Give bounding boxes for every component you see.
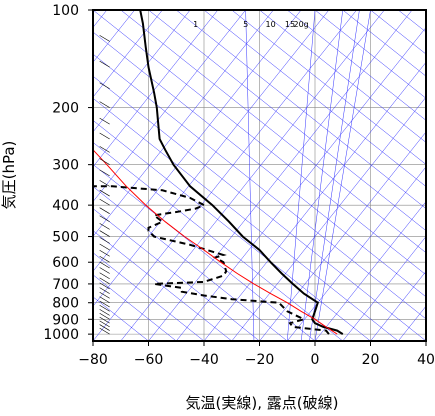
adiabat-line [149, 10, 435, 341]
x-tick-label: −60 [134, 352, 164, 368]
isotherm-line [260, 10, 435, 341]
adiabat-line [121, 10, 435, 341]
y-tick-label: 200 [52, 101, 79, 117]
adiabat-line [287, 10, 435, 341]
wind-barb [100, 325, 110, 331]
adiabat-line [0, 10, 260, 341]
adiabat-line [176, 10, 435, 341]
y-axis-label: 気圧(hPa) [0, 141, 18, 210]
mixing-ratio-label: 10 [266, 20, 276, 29]
wind-barb [100, 244, 110, 250]
isotherm-line [176, 10, 435, 341]
isotherm-line [426, 10, 435, 341]
isotherm-line [232, 10, 435, 341]
x-tick-label: −80 [78, 352, 108, 368]
adiabat-line [426, 10, 435, 341]
adiabat-line [0, 10, 176, 341]
wind-barbs [100, 4, 110, 334]
isotherm-line [398, 10, 435, 341]
y-tick-label: 300 [52, 158, 79, 174]
x-tick-label: 40 [417, 352, 435, 368]
x-tick-label: 0 [311, 352, 320, 368]
adiabat-line [38, 10, 435, 341]
adiabat-line [232, 10, 435, 341]
wind-barb [100, 216, 110, 222]
wind-barb [100, 199, 110, 205]
adiabat-line [0, 10, 315, 341]
y-tick-label: 100 [52, 3, 79, 19]
wind-barb [100, 231, 110, 237]
wind-barb [100, 83, 110, 89]
x-ticks: −80 −60 −40 −20 0 20 40 [78, 341, 435, 368]
wind-barb [100, 273, 110, 279]
isotherm-line [287, 10, 435, 341]
adiabat-line [260, 10, 435, 341]
wind-barb [100, 61, 110, 67]
wind-barb [100, 118, 110, 124]
y-tick-label: 700 [52, 277, 79, 293]
y-tick-label: 1000 [43, 327, 79, 343]
mixing-ratio-label: 5 [243, 20, 248, 29]
wind-barb [100, 159, 110, 165]
wind-barb [100, 288, 110, 294]
y-tick-label: 400 [52, 198, 79, 214]
adiabat-line [0, 10, 287, 341]
y-tick-label: 600 [52, 255, 79, 271]
grid-layer [93, 10, 426, 341]
adiabat-line [315, 10, 435, 341]
mixing-ratio-label: 20g [293, 20, 308, 29]
wind-barb [100, 267, 110, 273]
x-tick-label: 20 [362, 352, 380, 368]
x-tick-label: −20 [245, 352, 275, 368]
series-reference-line [93, 150, 337, 334]
adiabat-line [398, 10, 435, 341]
wind-barb [100, 237, 110, 243]
wind-barb [100, 170, 110, 176]
adiabat-line [0, 10, 204, 341]
adiabat-line [65, 10, 435, 341]
series-dewpoint-line [93, 186, 329, 334]
y-tick-label: 900 [52, 312, 79, 328]
wind-barb [100, 133, 110, 139]
wind-barb [100, 208, 110, 214]
isotherm-line [315, 10, 435, 341]
y-tick-label: 800 [52, 296, 79, 312]
mixing-ratio-label: 1 [193, 20, 198, 29]
y-tick-label: 500 [52, 230, 79, 246]
wind-barb [100, 278, 110, 284]
x-tick-label: −40 [189, 352, 219, 368]
wind-barb [100, 250, 110, 256]
mixing-ratio-line [315, 10, 371, 341]
adiabat-line [93, 10, 435, 341]
isotherm-line [0, 10, 162, 341]
x-axis-label: 気温(実線), 露点(破線) [186, 394, 339, 412]
